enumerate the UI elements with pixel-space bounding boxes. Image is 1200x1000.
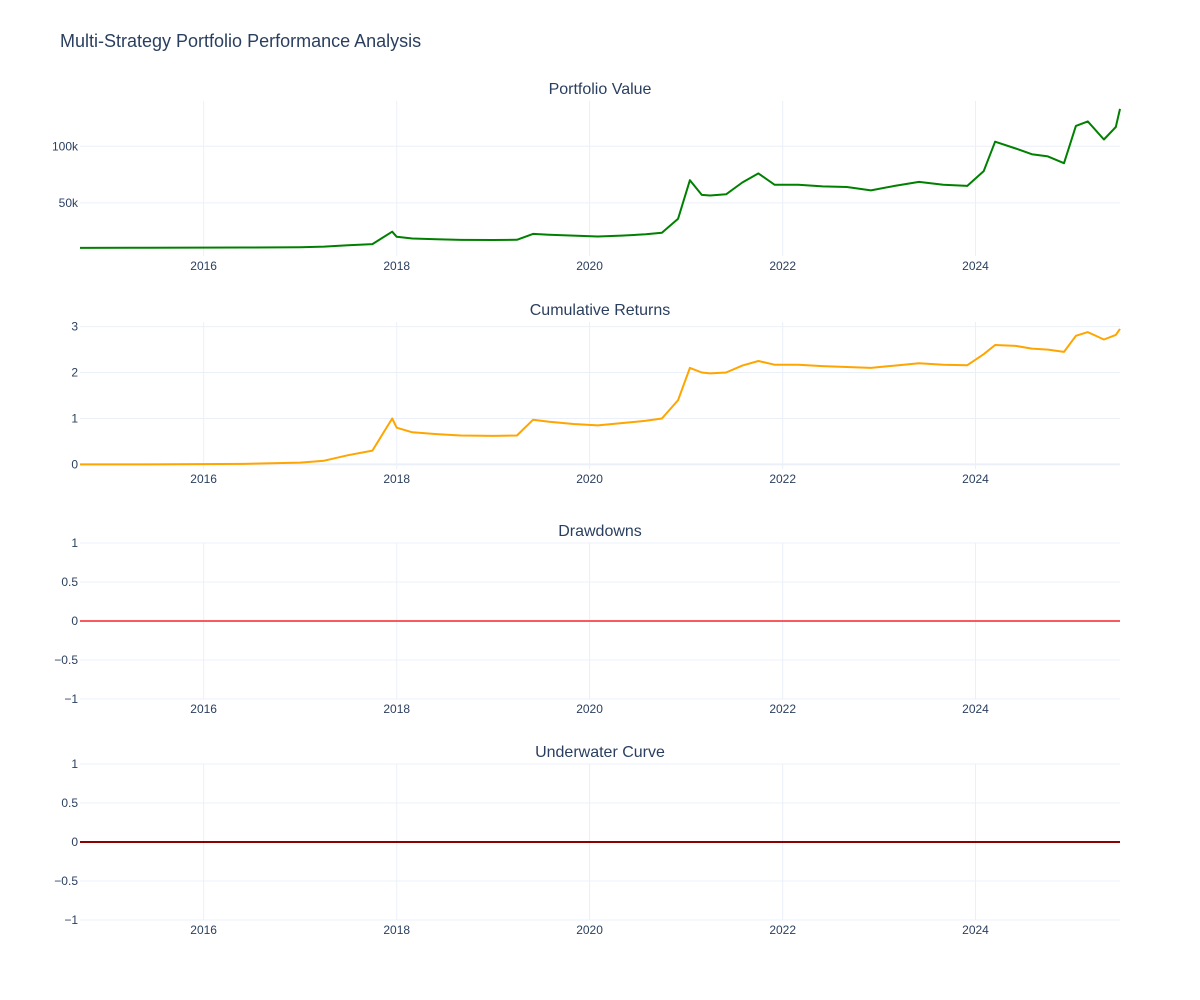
drawdowns-xtick-label: 2020 [576,702,603,716]
underwater-curve-ytick-label: 1 [71,757,78,771]
underwater-curve-ytick-label: −0.5 [54,874,78,888]
drawdowns-title: Drawdowns [558,523,642,540]
portfolio-value-ytick-label: 50k [59,196,79,210]
drawdowns-ytick-label: 0.5 [61,575,78,589]
cumulative-returns-xtick-label: 2018 [383,472,410,486]
drawdowns-ytick-label: −1 [64,692,78,706]
drawdowns-xtick-label: 2022 [769,702,796,716]
cumulative-returns-series-line [80,328,1121,466]
drawdowns-xtick-label: 2018 [383,702,410,716]
portfolio-value-xtick-label: 2022 [769,259,796,273]
cumulative-returns-ytick-label: 1 [71,411,78,425]
cumulative-returns-panel: 2016 2018 2020 2022 2024 0 1 2 3 Cumulative Retur… [71,302,1121,486]
drawdowns-panel: 2016 2018 2020 2022 2024 −1 −0.5 0 0.5 1 Drawdowns [54,523,1120,716]
cumulative-returns-xtick-label: 2020 [576,472,603,486]
portfolio-value-xtick-label: 2024 [962,259,989,273]
underwater-curve-panel: 2016 2018 2020 2022 2024 −1 −0.5 0 0.5 1 Underwate… [54,744,1120,937]
underwater-curve-ytick-label: −1 [64,913,78,927]
portfolio-value-panel: 2016 2018 2020 2022 2024 50k 100k Portfolio Val… [52,81,1121,273]
drawdowns-ytick-label: −0.5 [54,653,78,667]
underwater-curve-xtick-label: 2024 [962,923,989,937]
underwater-curve-xtick-label: 2018 [383,923,410,937]
cumulative-returns-xtick-label: 2022 [769,472,796,486]
cumulative-returns-ytick-label: 3 [71,320,78,334]
cumulative-returns-xtick-label: 2016 [190,472,217,486]
portfolio-value-xtick-label: 2016 [190,259,217,273]
figure-title: Multi-Strategy Portfolio Performance Ana… [60,31,422,51]
drawdowns-ytick-label: 0 [71,614,78,628]
portfolio-value-xtick-label: 2020 [576,259,603,273]
drawdowns-xtick-label: 2024 [962,702,989,716]
portfolio-value-title: Portfolio Value [549,81,652,98]
drawdowns-ytick-label: 1 [71,536,78,550]
underwater-curve-xtick-label: 2016 [190,923,217,937]
cumulative-returns-xtick-label: 2024 [962,472,989,486]
underwater-curve-ytick-label: 0 [71,835,78,849]
portfolio-value-series-line [79,108,1121,249]
portfolio-value-ytick-label: 100k [52,139,79,153]
cumulative-returns-ytick-label: 0 [71,457,78,471]
portfolio-value-xtick-label: 2018 [383,259,410,273]
underwater-curve-xtick-label: 2020 [576,923,603,937]
underwater-curve-ytick-label: 0.5 [61,796,78,810]
cumulative-returns-title: Cumulative Returns [530,302,671,319]
underwater-curve-xtick-label: 2022 [769,923,796,937]
drawdowns-xtick-label: 2016 [190,702,217,716]
cumulative-returns-ytick-label: 2 [71,366,78,380]
underwater-curve-title: Underwater Curve [535,744,665,761]
